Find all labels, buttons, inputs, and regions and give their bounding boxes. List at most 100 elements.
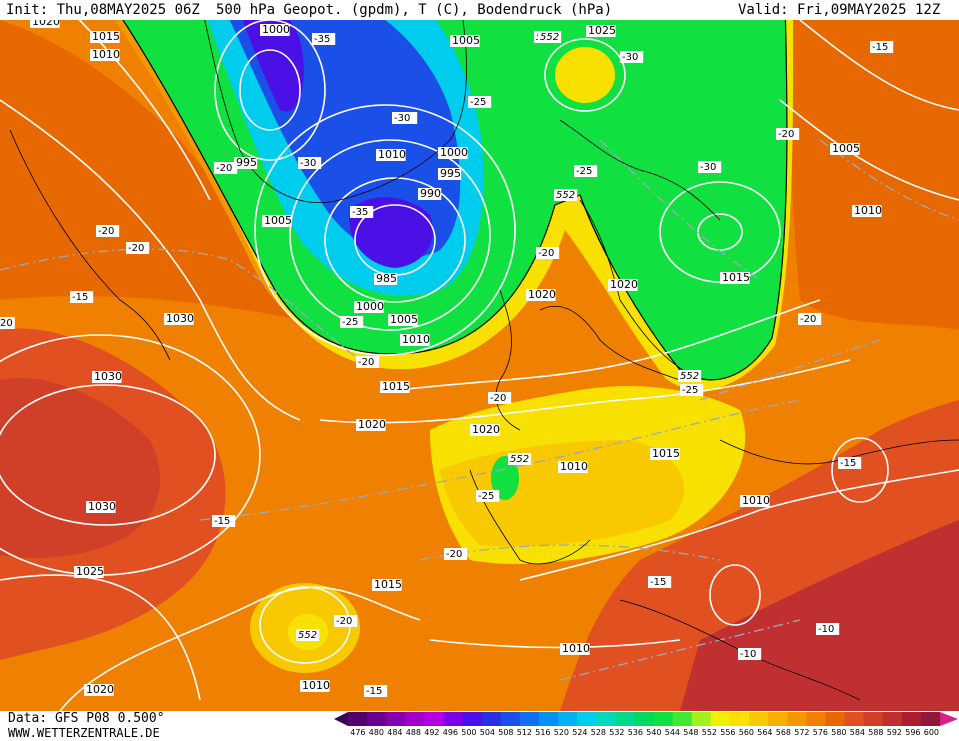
isobar-label: 1030 (166, 312, 194, 325)
isotherm-label: -20 (446, 549, 462, 560)
isotherm-label-box (444, 548, 468, 560)
isotherm-label: -30 (300, 158, 316, 169)
isotherm-label-box (96, 225, 120, 237)
isobar-label-box (720, 272, 750, 284)
website: WWW.WETTERZENTRALE.DE (8, 726, 160, 740)
color-legend (334, 712, 958, 726)
isobar-label-box (262, 215, 292, 227)
isotherm-label: -15 (840, 458, 856, 469)
geopot-fill-west-core (0, 378, 160, 558)
geopot-label: 552 (298, 630, 317, 641)
legend-tick-label: 500 (461, 728, 477, 737)
isobar-label: 1000 (440, 146, 468, 159)
legend-swatch (424, 712, 444, 726)
isobar-label: 1010 (562, 642, 590, 655)
isobar-label: 1010 (854, 204, 882, 217)
legend-tick-label: 544 (664, 728, 681, 737)
isotherm-label: -30 (700, 162, 716, 173)
isotherms (0, 139, 959, 681)
isotherm-label-box (738, 648, 762, 660)
init-time: Init: Thu,08MAY2025 06Z (6, 2, 200, 18)
legend-swatch (500, 712, 521, 726)
legend-tick-label: 576 (812, 728, 829, 737)
isotherm-label-box (334, 615, 358, 627)
legend-swatch (672, 712, 693, 726)
isobar-label: 1030 (88, 500, 116, 513)
isobar-label-box (852, 205, 882, 217)
isobar-label: 1020 (610, 278, 638, 291)
isotherm-label: -15 (650, 577, 666, 588)
isobar-label-box (380, 381, 410, 393)
isotherm-label: -20 (358, 357, 374, 368)
isotherm-label: -20 (490, 393, 506, 404)
legend-tick-label: 528 (590, 728, 607, 737)
isotherm-label: -10 (818, 624, 834, 635)
isotherm-label: -20 (800, 314, 816, 325)
legend-swatch (596, 712, 616, 726)
isobar-label: 1020 (358, 418, 386, 431)
isobar-label: 995 (440, 167, 461, 180)
legend-arrow-left (334, 712, 348, 726)
map-footer: Data: GFS P08 0.500° WWW.WETTERZENTRALE.… (0, 711, 959, 741)
geopot-label-box (508, 453, 532, 465)
isotherm-label-box (126, 242, 150, 254)
isobar-label-box (740, 495, 770, 507)
legend-tick-label: 516 (535, 728, 551, 737)
isobar-label: 1015 (652, 447, 680, 460)
legend-tick-label: 600 (923, 728, 940, 737)
isotherm-label: -25 (342, 317, 358, 328)
legend-swatch (615, 712, 635, 726)
isotherm-label-box (798, 313, 822, 325)
legend-tick-label: 492 (424, 728, 440, 737)
isobar-label: 1020 (528, 288, 556, 301)
isotherm-label-box (574, 165, 598, 177)
isotherm-label: -25 (682, 385, 698, 396)
legend-tick-label: 484 (387, 728, 403, 737)
isobar-label-box (400, 334, 430, 346)
isobar-label-box (300, 680, 330, 692)
legend-tick-label: 572 (794, 728, 810, 737)
legend-tick-label: 536 (627, 728, 644, 737)
legend-tick-label: 580 (831, 728, 847, 737)
isobar-label: 1015 (92, 30, 120, 43)
isobar-label: 990 (420, 187, 441, 200)
legend-tick-label: 496 (442, 728, 459, 737)
isotherm-label-box (620, 51, 644, 63)
isotherm-label-box (298, 157, 322, 169)
legend-swatch (768, 712, 788, 726)
isotherm-label: 20 (0, 318, 13, 329)
geopot-label-box (538, 31, 562, 43)
legend-ticks: 476 480 484 488 492 496 500 504 508 512 516 520 524 5… (334, 728, 959, 740)
geopot-label-box (554, 189, 578, 201)
isobar-label-box (92, 371, 122, 383)
isotherm-label: -30 (622, 52, 638, 63)
isotherm-label: -25 (478, 491, 494, 502)
legend-tick-label: 540 (646, 728, 662, 737)
isobar-label: 1010 (560, 460, 588, 473)
legend-swatch (729, 712, 750, 726)
isotherm-label-box (488, 392, 512, 404)
legend-swatch (749, 712, 769, 726)
isotherm-label-box (648, 576, 672, 588)
isobar-label-box (560, 643, 590, 655)
legend-tick-label: 592 (886, 728, 903, 737)
isotherm-label: -20 (538, 248, 554, 259)
legend-tick-label: 596 (905, 728, 921, 737)
isotherm-label: -35 (314, 34, 330, 45)
isobar-label: 1010 (742, 494, 770, 507)
isotherm-label-box (214, 162, 238, 174)
isobar-label-box (86, 501, 116, 513)
isotherm-label-box (536, 247, 560, 259)
legend-tick-label: 480 (368, 728, 385, 737)
isobar-label-box (450, 35, 480, 47)
isobar-label: 995 (236, 156, 257, 169)
legend-swatch (348, 712, 368, 726)
legend-tick-label: 488 (405, 728, 422, 737)
geopotential-labels: 552552552552552552 (296, 31, 702, 641)
isobar-label-box (438, 147, 468, 159)
isotherm-label: -15 (72, 292, 88, 303)
isotherm-label: -20 (98, 226, 114, 237)
isotherm-label: -25 (470, 97, 486, 108)
isobar-label: 1005 (390, 313, 418, 326)
legend-swatch (481, 712, 502, 726)
